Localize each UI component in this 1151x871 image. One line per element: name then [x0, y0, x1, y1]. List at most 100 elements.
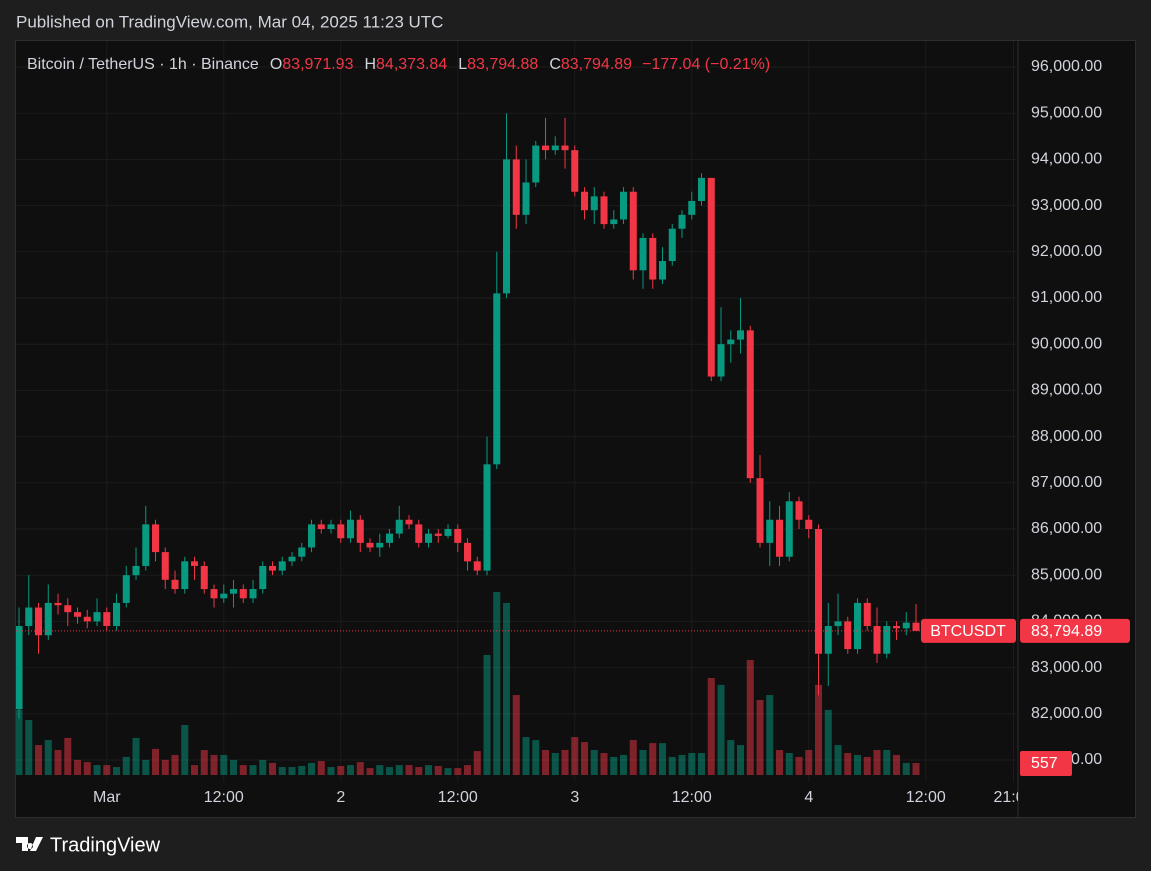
logo-mark	[16, 837, 43, 851]
volume-tag-label: 557	[1031, 755, 1058, 772]
candle-body	[698, 177, 706, 201]
symbol-tag	[921, 618, 1016, 643]
candle-body	[122, 575, 130, 603]
volume-bar	[278, 767, 286, 775]
candle-body	[454, 528, 462, 543]
x-tick-label: 21:00	[993, 789, 1033, 806]
candle-body	[659, 261, 667, 280]
candle-body	[522, 182, 530, 215]
candle-body	[912, 622, 920, 631]
x-tick-label: 12:00	[438, 789, 478, 806]
candle-body	[610, 219, 618, 225]
candle-body	[347, 519, 355, 539]
candle-body	[171, 579, 179, 590]
volume-bar	[259, 759, 267, 775]
volume-bar	[54, 749, 62, 775]
volume-bar	[512, 695, 520, 775]
y-tick-label: 95,000.00	[1031, 104, 1102, 121]
volume-bar	[210, 754, 218, 775]
y-tick-label: 89,000.00	[1031, 382, 1102, 399]
candle-body	[83, 616, 91, 622]
candle-body	[737, 330, 745, 340]
volume-bar	[366, 768, 374, 775]
volume-bar	[737, 745, 745, 775]
volume-bar	[103, 765, 111, 775]
candle-body	[444, 528, 452, 536]
volume-bar	[844, 753, 852, 775]
candle-body	[581, 191, 589, 211]
candle-body	[425, 533, 433, 543]
y-tick-label: 88,000.00	[1031, 428, 1102, 445]
volume-bar	[503, 602, 511, 775]
volume-bar	[415, 767, 423, 775]
legend-c-label: C	[549, 56, 561, 73]
candle-body	[152, 524, 160, 553]
candle-body	[824, 626, 832, 654]
volume-bar	[454, 768, 462, 775]
candle-body	[561, 145, 569, 151]
candle-body	[376, 542, 384, 548]
volume-bar	[220, 754, 228, 775]
candle-body	[35, 607, 43, 636]
volume-bar	[532, 740, 540, 775]
candle-body	[25, 607, 33, 627]
legend-name: Bitcoin / TetherUS · 1h · Binance	[27, 56, 259, 73]
x-tick-label: 3	[570, 789, 579, 806]
candle-body	[493, 293, 501, 465]
candle-body	[259, 565, 267, 590]
candle-body	[249, 589, 257, 599]
y-tick-label: 87,000.00	[1031, 474, 1102, 491]
candle-body	[756, 478, 764, 543]
volume-bar	[756, 699, 764, 775]
x-tick-label: 12:00	[204, 789, 244, 806]
y-tick-label: 96,000.00	[1031, 58, 1102, 75]
volume-bar	[766, 695, 774, 775]
candle-body	[893, 626, 901, 629]
y-tick-label: 90,000.00	[1031, 335, 1102, 352]
volume-bar	[230, 759, 238, 775]
candle-body	[795, 501, 803, 520]
candle-body	[386, 533, 394, 543]
volume-bar	[883, 749, 891, 775]
volume-bar	[200, 749, 208, 775]
candle-body	[473, 561, 481, 571]
volume-bar	[249, 765, 257, 775]
x-tick-label: 12:00	[906, 789, 946, 806]
y-tick-label: 85,000.00	[1031, 566, 1102, 583]
x-tick-label: 2	[336, 789, 345, 806]
price-tag-label: 83,794.89	[1031, 623, 1102, 640]
candle-body	[298, 547, 306, 557]
y-tick-label: 93,000.00	[1031, 197, 1102, 214]
candle-body	[44, 602, 52, 636]
candle-body	[766, 519, 774, 543]
candle-body	[639, 237, 647, 271]
volume-bar	[610, 756, 618, 775]
candle-body	[103, 612, 111, 627]
legend-o-label: O	[270, 56, 282, 73]
volume-bar	[571, 737, 579, 775]
volume-bar	[405, 765, 413, 775]
candle-body	[415, 524, 423, 543]
volume-bar	[863, 756, 871, 775]
candle-body	[678, 214, 686, 229]
volume-bar	[142, 759, 150, 775]
volume-bar	[805, 749, 813, 775]
candle-body	[74, 612, 82, 617]
candle-body	[532, 145, 540, 183]
grid	[16, 41, 1018, 782]
price-tag	[1020, 618, 1130, 643]
candle-body	[239, 589, 247, 599]
published: Published on TradingView.com, Mar 04, 20…	[16, 12, 443, 31]
volume-bar	[464, 765, 472, 775]
legend-l-label: L	[458, 56, 467, 73]
volume-bar	[483, 654, 491, 775]
volume-bar	[581, 742, 589, 775]
legend-o: 83,971.93	[282, 56, 353, 73]
candle-body	[181, 561, 189, 590]
volume-bar	[698, 753, 706, 775]
legend-h: 84,373.84	[376, 56, 447, 73]
volume-pane	[16, 592, 920, 775]
volume-bar	[551, 753, 559, 775]
volume-bar	[717, 684, 725, 775]
